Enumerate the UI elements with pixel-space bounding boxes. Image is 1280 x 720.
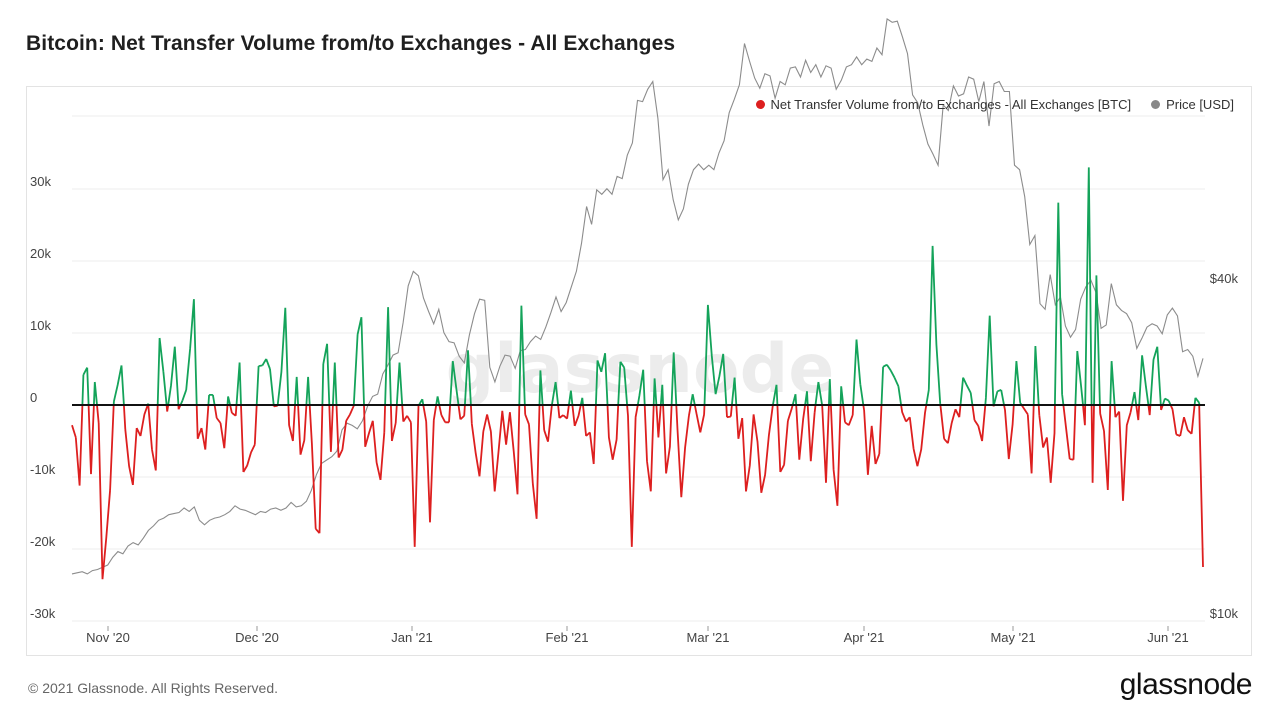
legend-label-price: Price [USD] [1166,97,1234,112]
net-flow-negative-line [71,404,1204,580]
chart-frame [26,86,1252,656]
legend-dot-price [1151,100,1161,109]
x-tick-label: Apr '21 [844,630,885,645]
y-left-tick-label: 30k [30,174,51,189]
x-tick-label: Nov '20 [86,630,130,645]
grid-layer [72,115,1205,622]
y-left-tick-label: -10k [30,462,56,477]
legend-dot-net-flow [755,100,765,109]
legend: Net Transfer Volume from/to Exchanges - … [755,97,1234,112]
x-tick-label: Jun '21 [1147,630,1189,645]
left-axis: 30k 20k 10k 0 -10k -20k -30k [30,174,56,621]
footer-logo[interactable]: glassnode [1119,668,1253,701]
x-tick-label: May '21 [990,630,1035,645]
footer-copyright: © 2021 Glassnode. All Rights Reserved. [28,680,279,696]
legend-item-price[interactable]: Price [USD] [1151,97,1234,112]
y-left-tick-label: 0 [30,390,37,405]
x-tick-label: Feb '21 [546,630,589,645]
price-layer [71,17,1204,575]
y-left-tick-label: -20k [30,534,56,549]
y-left-tick-label: -30k [30,606,56,621]
x-axis: Nov '20 Dec '20 Jan '21 Feb '21 Mar '21 Apr '… [86,626,1189,645]
price-series-line [71,17,1204,575]
legend-item-net-flow[interactable]: Net Transfer Volume from/to Exchanges - … [755,97,1132,112]
y-left-tick-label: 20k [30,246,51,261]
flow-layer [71,167,1204,580]
y-left-tick-label: 10k [30,318,51,333]
page-title: Bitcoin: Net Transfer Volume from/to Exc… [26,32,676,55]
right-axis: $40k $10k [1210,271,1239,621]
x-tick-label: Mar '21 [687,630,730,645]
x-tick-label: Jan '21 [391,630,433,645]
y-right-tick-label: $40k [1210,271,1239,286]
y-right-tick-label: $10k [1210,606,1239,621]
net-flow-positive-line [81,167,1201,406]
legend-label-net-flow: Net Transfer Volume from/to Exchanges - … [770,97,1132,112]
x-tick-label: Dec '20 [235,630,279,645]
